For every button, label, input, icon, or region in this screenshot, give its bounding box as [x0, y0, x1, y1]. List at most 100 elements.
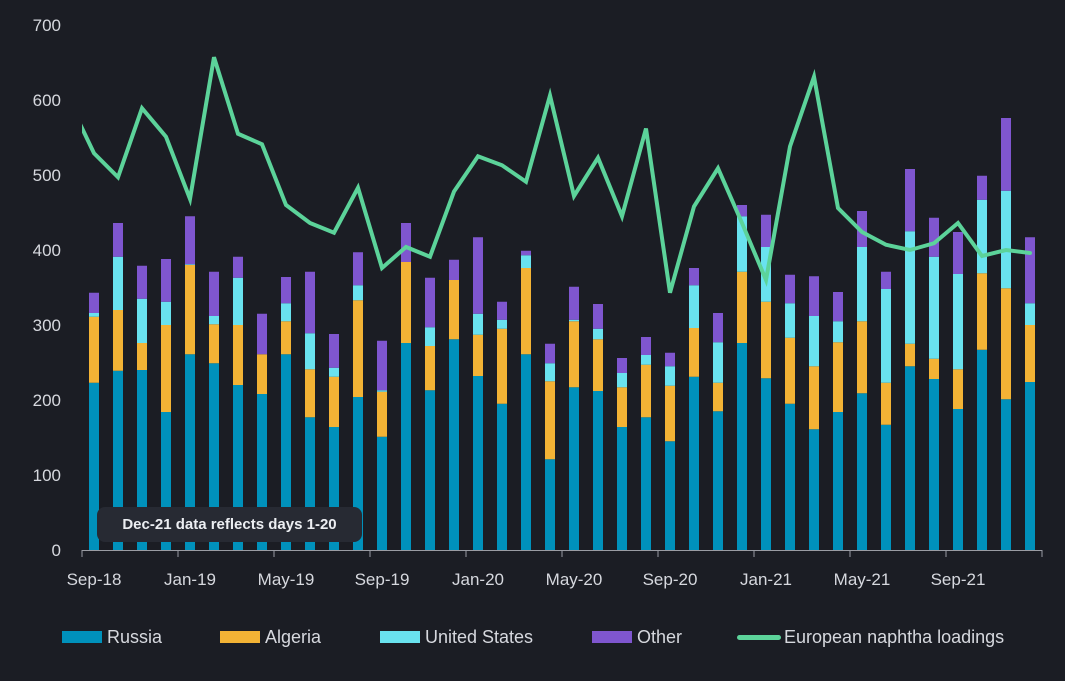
bar-other[interactable] — [497, 301, 507, 320]
bar-algeria[interactable] — [329, 376, 339, 427]
bar-algeria[interactable] — [665, 385, 675, 442]
bar-russia[interactable] — [1025, 382, 1035, 550]
bar-russia[interactable] — [1001, 399, 1011, 550]
bar-other[interactable] — [641, 337, 651, 355]
bar-russia[interactable] — [977, 349, 987, 550]
bar-algeria[interactable] — [545, 381, 555, 460]
bar-algeria[interactable] — [785, 337, 795, 404]
bar-united-states[interactable] — [89, 313, 99, 317]
legend-item-united-states[interactable]: United States — [380, 625, 533, 649]
bar-russia[interactable] — [665, 441, 675, 550]
bar-united-states[interactable] — [545, 363, 555, 382]
bar-other[interactable] — [89, 292, 99, 313]
bar-other[interactable] — [209, 271, 219, 316]
bar-algeria[interactable] — [425, 346, 435, 391]
bar-algeria[interactable] — [89, 316, 99, 383]
bar-russia[interactable] — [161, 412, 171, 550]
bar-russia[interactable] — [833, 412, 843, 550]
bar-algeria[interactable] — [761, 301, 771, 379]
bar-algeria[interactable] — [137, 343, 147, 370]
legend-item-naphtha-loadings[interactable]: European naphtha loadings — [737, 625, 1004, 649]
bar-russia[interactable] — [905, 366, 915, 550]
bar-algeria[interactable] — [881, 382, 891, 425]
bar-united-states[interactable] — [569, 319, 579, 322]
bar-russia[interactable] — [617, 427, 627, 550]
bar-algeria[interactable] — [353, 300, 363, 397]
bar-other[interactable] — [617, 358, 627, 373]
bar-algeria[interactable] — [305, 369, 315, 418]
bar-russia[interactable] — [881, 424, 891, 550]
bar-algeria[interactable] — [953, 369, 963, 409]
bar-russia[interactable] — [353, 397, 363, 550]
bar-algeria[interactable] — [929, 358, 939, 379]
bar-other[interactable] — [857, 211, 867, 247]
bar-united-states[interactable] — [305, 333, 315, 370]
bar-russia[interactable] — [233, 385, 243, 550]
bar-other[interactable] — [881, 271, 891, 289]
bar-other[interactable] — [737, 205, 747, 217]
bar-other[interactable] — [593, 304, 603, 329]
bar-other[interactable] — [1025, 237, 1035, 304]
bar-united-states[interactable] — [425, 327, 435, 346]
bar-other[interactable] — [425, 277, 435, 328]
bar-russia[interactable] — [281, 354, 291, 550]
bar-other[interactable] — [833, 292, 843, 322]
bar-other[interactable] — [377, 340, 387, 391]
bar-other[interactable] — [257, 313, 267, 355]
bar-united-states[interactable] — [737, 216, 747, 272]
bar-other[interactable] — [329, 334, 339, 368]
bar-algeria[interactable] — [713, 382, 723, 412]
bar-algeria[interactable] — [401, 262, 411, 343]
bar-algeria[interactable] — [473, 334, 483, 376]
bar-russia[interactable] — [185, 354, 195, 550]
bar-other[interactable] — [905, 169, 915, 232]
bar-russia[interactable] — [329, 427, 339, 550]
line-european-naphtha-loadings[interactable] — [70, 56, 1032, 294]
bar-other[interactable] — [785, 274, 795, 304]
bar-algeria[interactable] — [593, 339, 603, 391]
bar-russia[interactable] — [305, 417, 315, 550]
bar-other[interactable] — [713, 313, 723, 343]
bar-united-states[interactable] — [329, 367, 339, 377]
bar-united-states[interactable] — [593, 328, 603, 340]
bar-russia[interactable] — [929, 379, 939, 550]
bar-united-states[interactable] — [881, 289, 891, 383]
bar-other[interactable] — [401, 223, 411, 262]
bar-algeria[interactable] — [689, 328, 699, 377]
bar-algeria[interactable] — [905, 343, 915, 367]
bar-algeria[interactable] — [857, 321, 867, 394]
bar-other[interactable] — [353, 252, 363, 286]
bar-russia[interactable] — [89, 382, 99, 550]
bar-other[interactable] — [1001, 118, 1011, 191]
bar-united-states[interactable] — [1001, 190, 1011, 289]
bar-russia[interactable] — [473, 376, 483, 550]
bar-russia[interactable] — [257, 394, 267, 550]
bar-algeria[interactable] — [161, 325, 171, 412]
bar-other[interactable] — [113, 223, 123, 257]
bar-algeria[interactable] — [281, 321, 291, 355]
legend-item-russia[interactable]: Russia — [62, 625, 162, 649]
bar-algeria[interactable] — [185, 265, 195, 355]
bar-other[interactable] — [449, 259, 459, 280]
bar-russia[interactable] — [761, 378, 771, 550]
bar-other[interactable] — [185, 216, 195, 265]
bar-russia[interactable] — [425, 390, 435, 550]
bar-russia[interactable] — [857, 393, 867, 550]
bar-algeria[interactable] — [449, 280, 459, 340]
bar-united-states[interactable] — [1025, 303, 1035, 325]
bar-united-states[interactable] — [161, 301, 171, 325]
bar-united-states[interactable] — [665, 366, 675, 386]
legend-item-other[interactable]: Other — [592, 625, 682, 649]
bar-algeria[interactable] — [809, 366, 819, 430]
bar-other[interactable] — [161, 259, 171, 302]
bar-united-states[interactable] — [521, 255, 531, 268]
bar-united-states[interactable] — [785, 303, 795, 338]
bar-algeria[interactable] — [977, 273, 987, 350]
bar-russia[interactable] — [401, 343, 411, 550]
bar-other[interactable] — [521, 250, 531, 256]
bar-russia[interactable] — [113, 370, 123, 550]
bar-other[interactable] — [281, 277, 291, 304]
bar-united-states[interactable] — [857, 247, 867, 322]
bar-united-states[interactable] — [473, 313, 483, 335]
bar-other[interactable] — [545, 343, 555, 364]
